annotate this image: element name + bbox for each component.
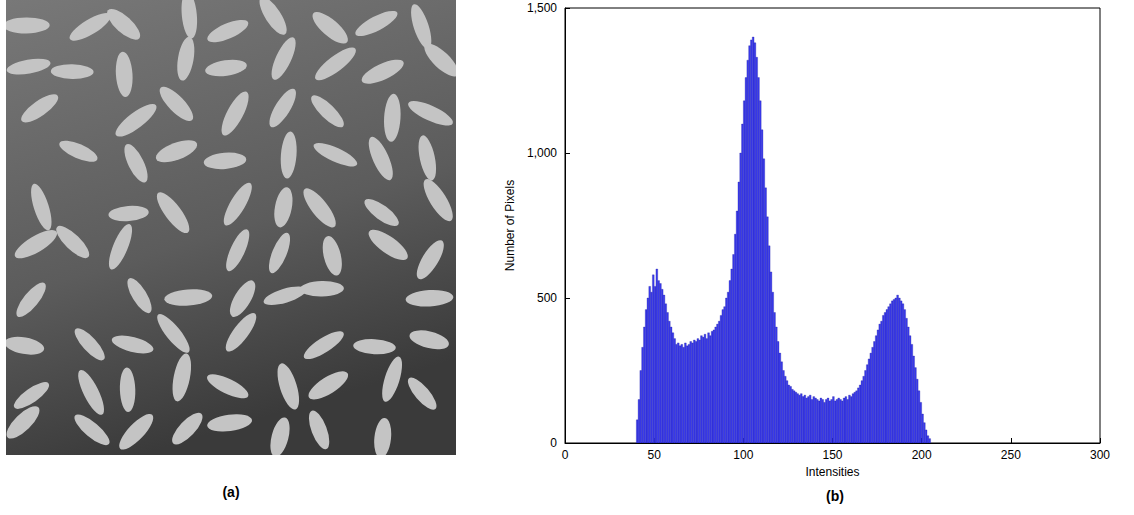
svg-text:300: 300 — [1090, 448, 1110, 462]
html-text:(b): (b) — [826, 488, 844, 504]
svg-text:100: 100 — [733, 448, 753, 462]
svg-text:1,500: 1,500 — [527, 1, 557, 15]
svg-text:50: 50 — [647, 448, 661, 462]
svg-text:150: 150 — [822, 448, 842, 462]
svg-text:0: 0 — [550, 436, 557, 450]
svg-text:Number of Pixels: Number of Pixels — [503, 180, 517, 271]
svg-text:1,000: 1,000 — [527, 146, 557, 160]
svg-text:0: 0 — [562, 448, 569, 462]
svg-text:200: 200 — [912, 448, 932, 462]
svg-text:250: 250 — [1001, 448, 1021, 462]
svg-text:500: 500 — [537, 291, 557, 305]
html-text:(a): (a) — [222, 484, 240, 500]
svg-text:Intensities: Intensities — [805, 465, 859, 479]
